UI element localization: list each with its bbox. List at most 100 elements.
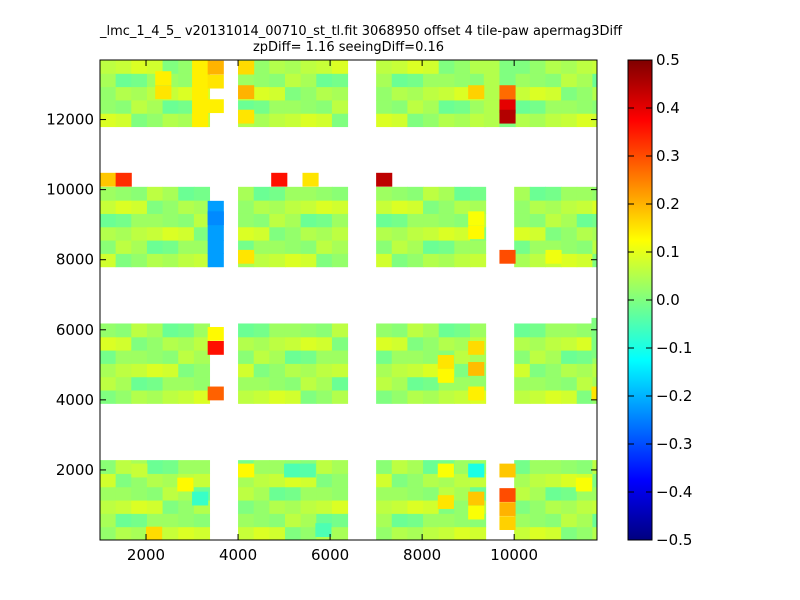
heatmap-cell — [300, 350, 317, 364]
heatmap-cell — [407, 460, 424, 474]
heatmap-cell — [545, 390, 562, 404]
heatmap-cell — [592, 376, 597, 391]
heatmap-cell — [269, 350, 286, 364]
heatmap-cell — [561, 240, 578, 254]
heatmap-cell — [437, 355, 454, 369]
heatmap-cell — [438, 253, 455, 268]
heatmap-cell — [253, 60, 270, 61]
heatmap-cell — [376, 376, 393, 391]
heatmap-cell — [162, 99, 179, 114]
heatmap-cell — [592, 113, 597, 128]
heatmap-cell — [469, 60, 487, 74]
heatmap-cell — [207, 211, 224, 226]
heatmap-cell — [284, 240, 302, 254]
heatmap-cell — [316, 60, 333, 74]
heatmap-cell — [423, 526, 440, 540]
heatmap-cell — [407, 213, 424, 228]
heatmap-cell — [514, 213, 531, 228]
heatmap-cell — [302, 172, 319, 187]
heatmap-cell — [162, 323, 179, 338]
heatmap-cell — [423, 363, 440, 378]
heatmap-cell — [529, 460, 546, 474]
heatmap-cell — [514, 336, 531, 351]
heatmap-cell — [576, 240, 593, 254]
heatmap-cell — [193, 460, 211, 474]
heatmap-cell — [284, 186, 302, 201]
heatmap-cell — [545, 86, 562, 101]
heatmap-cell — [576, 363, 593, 378]
heatmap-cell — [407, 500, 424, 514]
heatmap-cell — [269, 73, 286, 88]
heatmap-cell — [407, 323, 424, 338]
heatmap-cell — [545, 213, 562, 228]
heatmap-cell — [331, 350, 349, 364]
heatmap-cell — [514, 60, 531, 61]
heatmap-cell — [592, 60, 597, 61]
heatmap-cell — [407, 350, 424, 364]
heatmap-cell — [469, 99, 487, 114]
x-tick-label: 4000 — [219, 546, 257, 564]
heatmap-cell — [561, 323, 578, 338]
heatmap-cell — [331, 460, 349, 474]
heatmap-cell — [178, 200, 195, 214]
heatmap-cell — [608, 487, 624, 501]
heatmap-cell — [192, 491, 209, 506]
heatmap-cell — [316, 226, 333, 241]
heatmap-cell — [178, 99, 195, 114]
heatmap-cell — [438, 336, 455, 351]
heatmap-cell — [115, 213, 132, 228]
colorbar-tick-label: 0.1 — [656, 243, 680, 261]
heatmap-cell — [423, 99, 440, 114]
heatmap-cell — [608, 60, 624, 74]
heatmap-cell — [162, 513, 179, 528]
heatmap-cell — [529, 486, 546, 501]
heatmap-cell — [545, 350, 562, 364]
heatmap-cell — [391, 336, 408, 351]
heatmap-cell — [576, 226, 593, 241]
heatmap-cell — [469, 113, 487, 128]
heatmap-cell — [483, 86, 500, 101]
heatmap-cell — [423, 73, 440, 88]
heatmap-cell — [207, 60, 224, 75]
heatmap-cell — [514, 500, 531, 514]
heatmap-cell — [115, 363, 132, 378]
heatmap-cell — [576, 336, 593, 351]
heatmap-cell — [561, 513, 578, 528]
heatmap-cell — [545, 513, 562, 528]
heatmap-cell — [238, 376, 255, 391]
heatmap-cell — [178, 60, 195, 74]
x-tick-label: 8000 — [403, 546, 441, 564]
heatmap-cell — [561, 473, 578, 488]
heatmap-cell — [315, 523, 332, 537]
heatmap-cell — [193, 473, 211, 488]
heatmap-cell — [468, 463, 485, 478]
heatmap-cell — [545, 200, 562, 214]
heatmap-cell — [454, 460, 471, 474]
heatmap-cell — [576, 390, 593, 404]
heatmap-cell — [545, 226, 562, 241]
heatmap-cell — [514, 376, 531, 391]
heatmap-cell — [437, 369, 454, 383]
heatmap-cell — [115, 226, 132, 241]
heatmap-cell — [592, 99, 597, 114]
heatmap-cell — [423, 350, 440, 364]
heatmap-cell — [391, 460, 408, 474]
heatmap-cell — [483, 73, 500, 88]
heatmap-cell — [391, 500, 408, 514]
heatmap-cell — [300, 60, 317, 61]
heatmap-cell — [545, 99, 562, 114]
colorbar-axis: 0.5 0.4 0.3 0.2 0.1 0.0 −0.1 −0.2 −0.3 −0.4 −0.5 — [628, 51, 692, 549]
heatmap-cell — [529, 390, 546, 404]
heatmap-cell — [529, 86, 546, 101]
heatmap-cell — [454, 226, 471, 241]
heatmap-cell — [592, 186, 597, 201]
heatmap-cell — [300, 86, 317, 101]
heatmap-cell — [438, 60, 455, 74]
heatmap-cell — [391, 60, 408, 74]
heatmap-cell — [331, 336, 349, 351]
heatmap-cell — [576, 376, 593, 391]
heatmap-cell — [514, 113, 531, 128]
heatmap-cell — [608, 363, 624, 377]
heatmap-cell — [269, 390, 286, 404]
heatmap-cell — [561, 336, 578, 351]
